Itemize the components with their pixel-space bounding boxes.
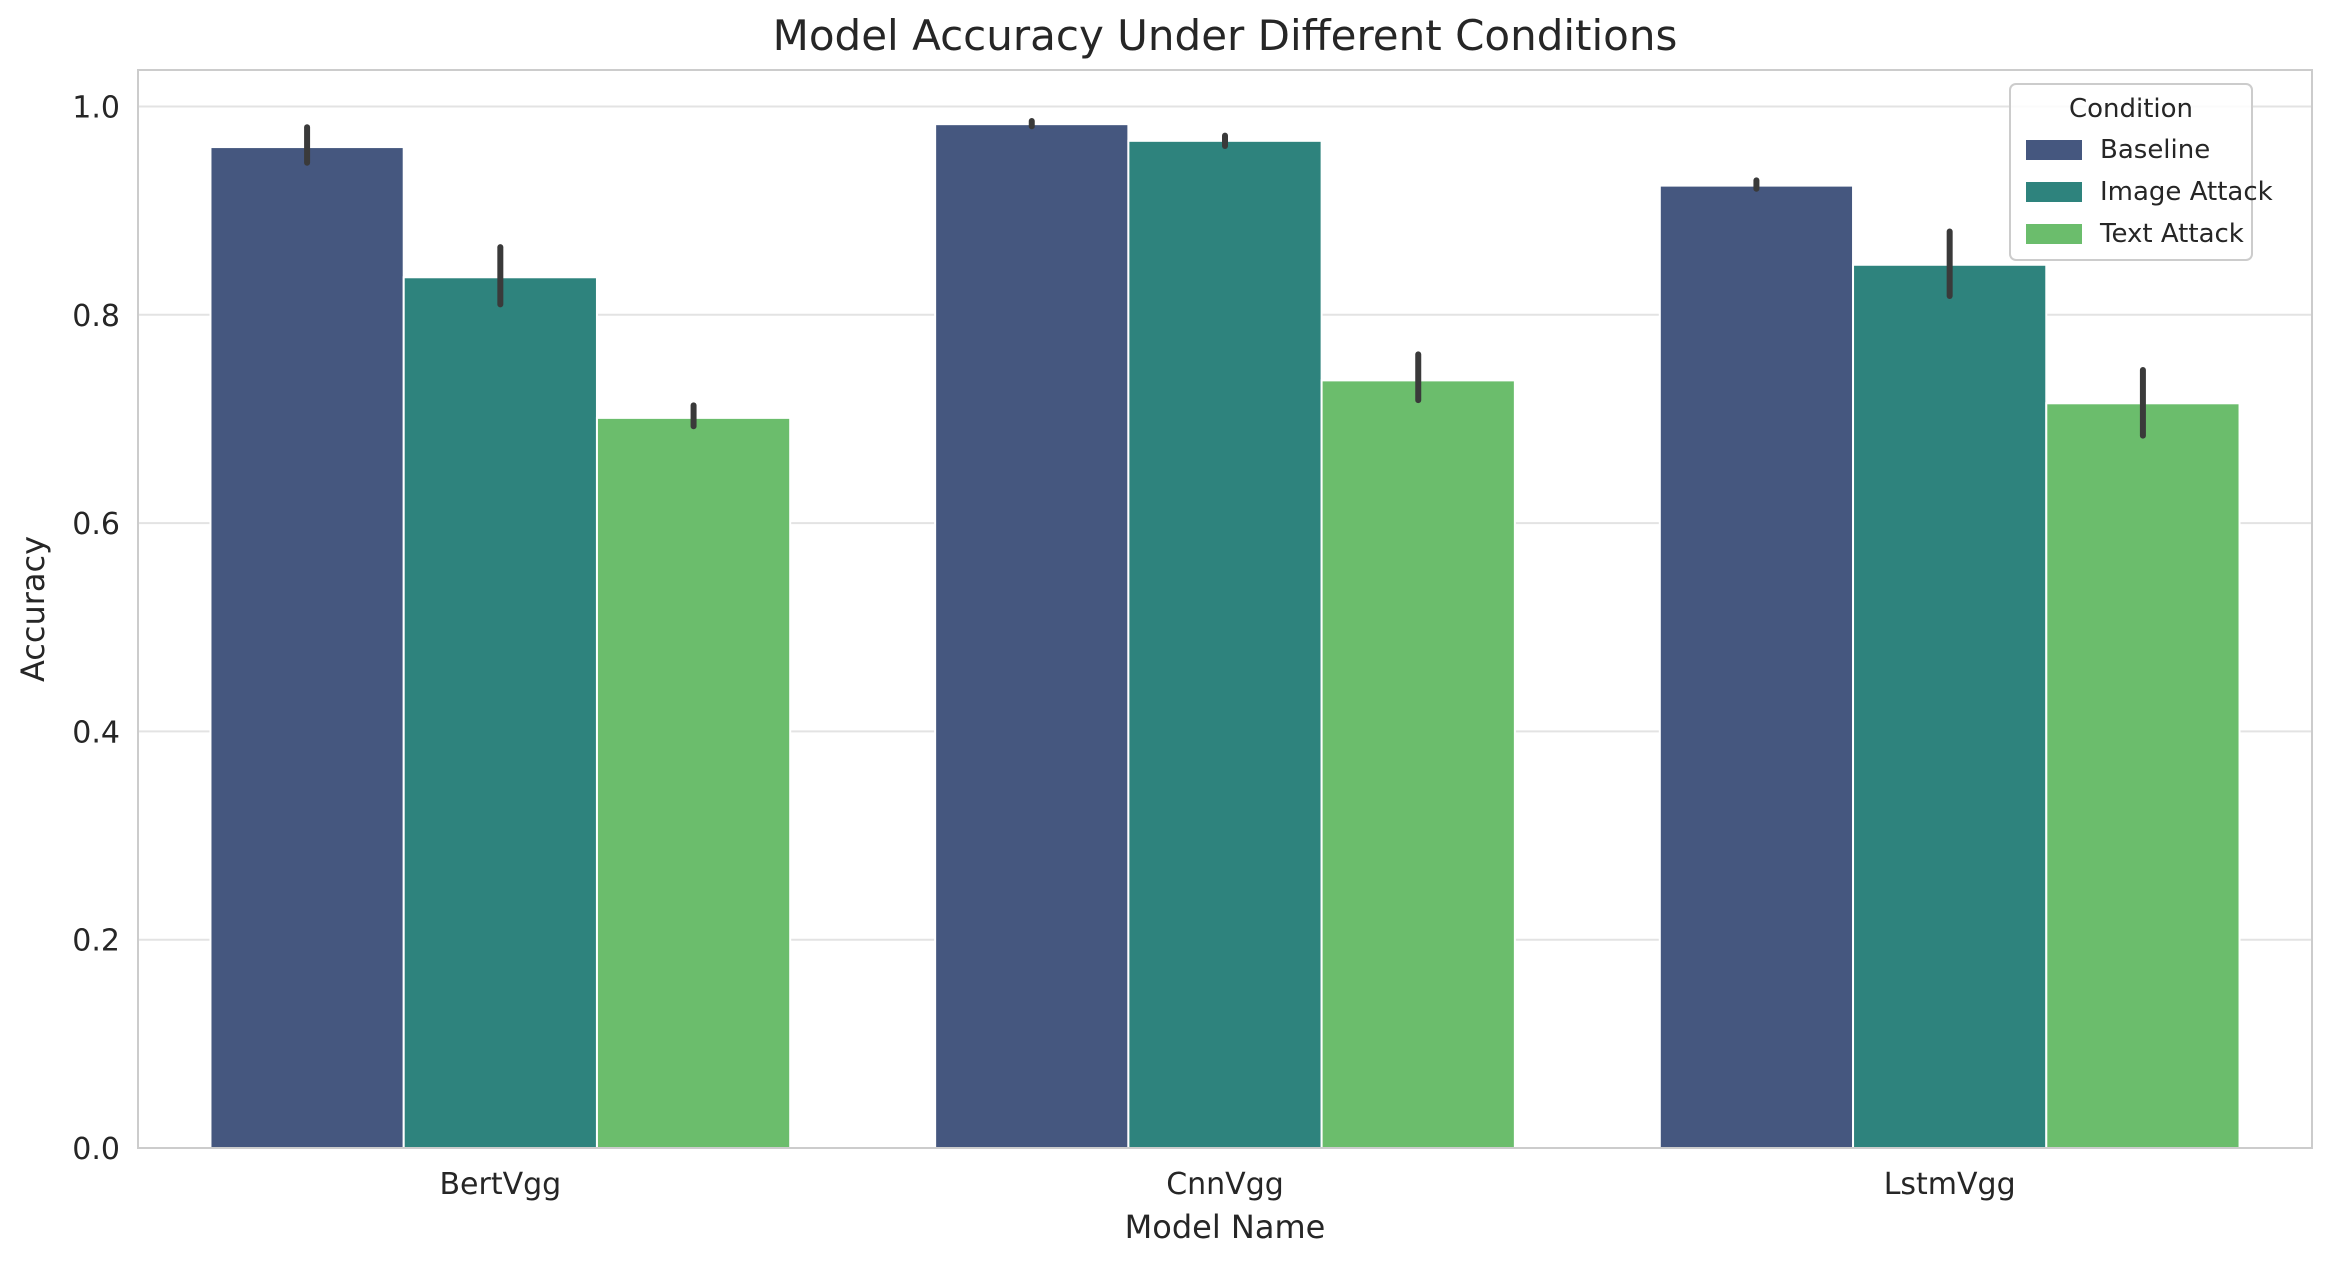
chart-title: Model Accuracy Under Different Condition… — [773, 11, 1678, 60]
legend: Condition Baseline Image Attack Text Attac… — [2009, 83, 2273, 261]
legend-items: Baseline Image Attack Text Attack — [2026, 135, 2273, 249]
legend-label: Image Attack — [2100, 177, 2273, 207]
x-axis-ticks: BertVgg CnnVgg LstmVgg — [439, 1167, 2015, 1202]
legend-label: Baseline — [2100, 135, 2210, 165]
bar-lstmvgg-baseline — [1658, 184, 1855, 1150]
y-tick-label: 0.0 — [72, 1132, 120, 1167]
error-bars — [304, 118, 2146, 439]
legend-box — [2009, 83, 2253, 261]
x-tick-label: CnnVgg — [1166, 1167, 1284, 1202]
legend-swatch — [2026, 140, 2082, 160]
x-tick-label: BertVgg — [439, 1167, 561, 1202]
x-axis-label: Model Name — [1125, 1208, 1326, 1246]
bar-cnnvgg-image-attack — [1127, 139, 1323, 1149]
bar-bertvgg-image-attack — [402, 276, 598, 1149]
bar-bertvgg-text-attack — [595, 416, 792, 1149]
bar-bertvgg-baseline — [209, 146, 405, 1149]
bar-lstmvgg-image-attack — [1852, 263, 2048, 1149]
legend-swatch — [2026, 224, 2082, 244]
y-tick-label: 0.2 — [72, 924, 120, 959]
plot-frame — [137, 69, 2313, 1149]
y-tick-label: 0.8 — [72, 299, 120, 334]
y-axis-label: Accuracy — [14, 536, 52, 682]
y-tick-label: 0.4 — [72, 715, 120, 750]
bars — [209, 123, 2241, 1150]
bar-lstmvgg-text-attack — [2045, 402, 2241, 1149]
legend-label: Text Attack — [2099, 219, 2244, 249]
y-axis-ticks: 0.0 0.2 0.4 0.6 0.8 1.0 — [72, 90, 120, 1167]
legend-swatch — [2026, 182, 2082, 202]
bar-cnnvgg-text-attack — [1320, 379, 1516, 1149]
y-tick-label: 0.6 — [72, 507, 120, 542]
y-tick-label: 1.0 — [72, 90, 120, 125]
legend-title: Condition — [2069, 94, 2193, 124]
x-tick-label: LstmVgg — [1884, 1167, 2016, 1202]
bar-cnnvgg-baseline — [934, 123, 1130, 1149]
